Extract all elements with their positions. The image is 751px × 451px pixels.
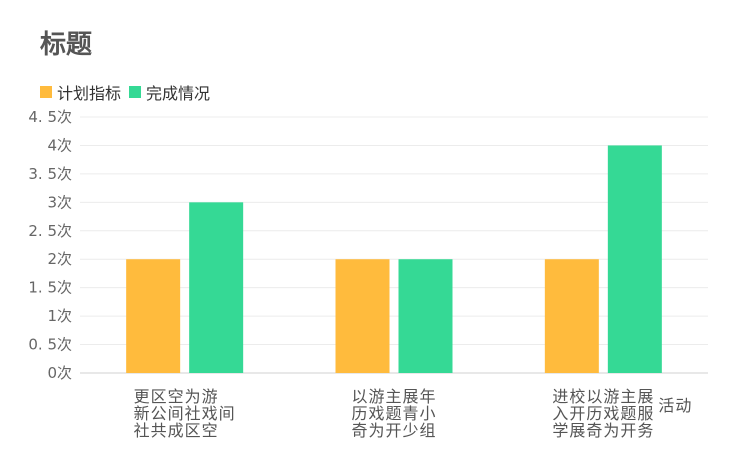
y-tick-label: 4次 — [47, 136, 72, 154]
legend: 计划指标 完成情况 — [40, 80, 218, 104]
x-category-label-line: 历戏题青小 — [352, 404, 437, 423]
bar-actual-2[interactable] — [398, 259, 453, 373]
legend-item-plan[interactable]: 计划指标 — [40, 80, 121, 104]
y-axis: 0次 0. 5次 1次 1. 5次 2次 2. 5次 3次 3. 5次 4次 4. 5次 — [28, 108, 72, 382]
bars — [126, 145, 662, 373]
x-category-label-line: 更区空为游 — [134, 387, 219, 406]
legend-label-plan: 计划指标 — [57, 84, 122, 103]
bar-actual-1[interactable] — [189, 202, 244, 373]
chart-title: 标题 — [40, 30, 93, 60]
legend-swatch-actual — [129, 86, 142, 98]
gridlines — [80, 116, 708, 374]
x-category-label-extra: 活动 — [658, 396, 692, 415]
y-tick-label: 2次 — [47, 250, 72, 268]
y-tick-label: 1. 5次 — [28, 279, 72, 297]
x-category-label-line: 学展奇为开务 — [552, 421, 654, 440]
y-tick-label: 4. 5次 — [28, 108, 72, 126]
y-tick-label: 2. 5次 — [28, 222, 72, 240]
y-tick-label: 1次 — [47, 307, 72, 325]
legend-label-actual: 完成情况 — [146, 84, 211, 103]
x-category-label-line: 奇为开少组 — [352, 421, 437, 440]
bar-plan-1[interactable] — [126, 259, 181, 373]
legend-item-actual[interactable]: 完成情况 — [129, 80, 210, 104]
y-tick-label: 0次 — [47, 364, 72, 382]
x-category-label-line: 入开历戏题服 — [552, 404, 654, 423]
x-category-label-line: 新公间社戏间 — [134, 404, 236, 423]
bar-plan-3[interactable] — [544, 259, 599, 373]
x-category-label-line: 以游主展年 — [352, 387, 437, 406]
y-tick-label: 3. 5次 — [28, 165, 72, 183]
bar-plan-2[interactable] — [335, 259, 390, 373]
legend-swatch-plan — [40, 86, 52, 98]
x-category-label-line: 社共成区空 — [134, 421, 219, 440]
x-category-label-line: 进校以游主展 — [552, 387, 654, 406]
y-tick-label: 3次 — [47, 193, 72, 211]
bar-actual-3[interactable] — [607, 145, 662, 373]
y-tick-label: 0. 5次 — [28, 336, 72, 354]
